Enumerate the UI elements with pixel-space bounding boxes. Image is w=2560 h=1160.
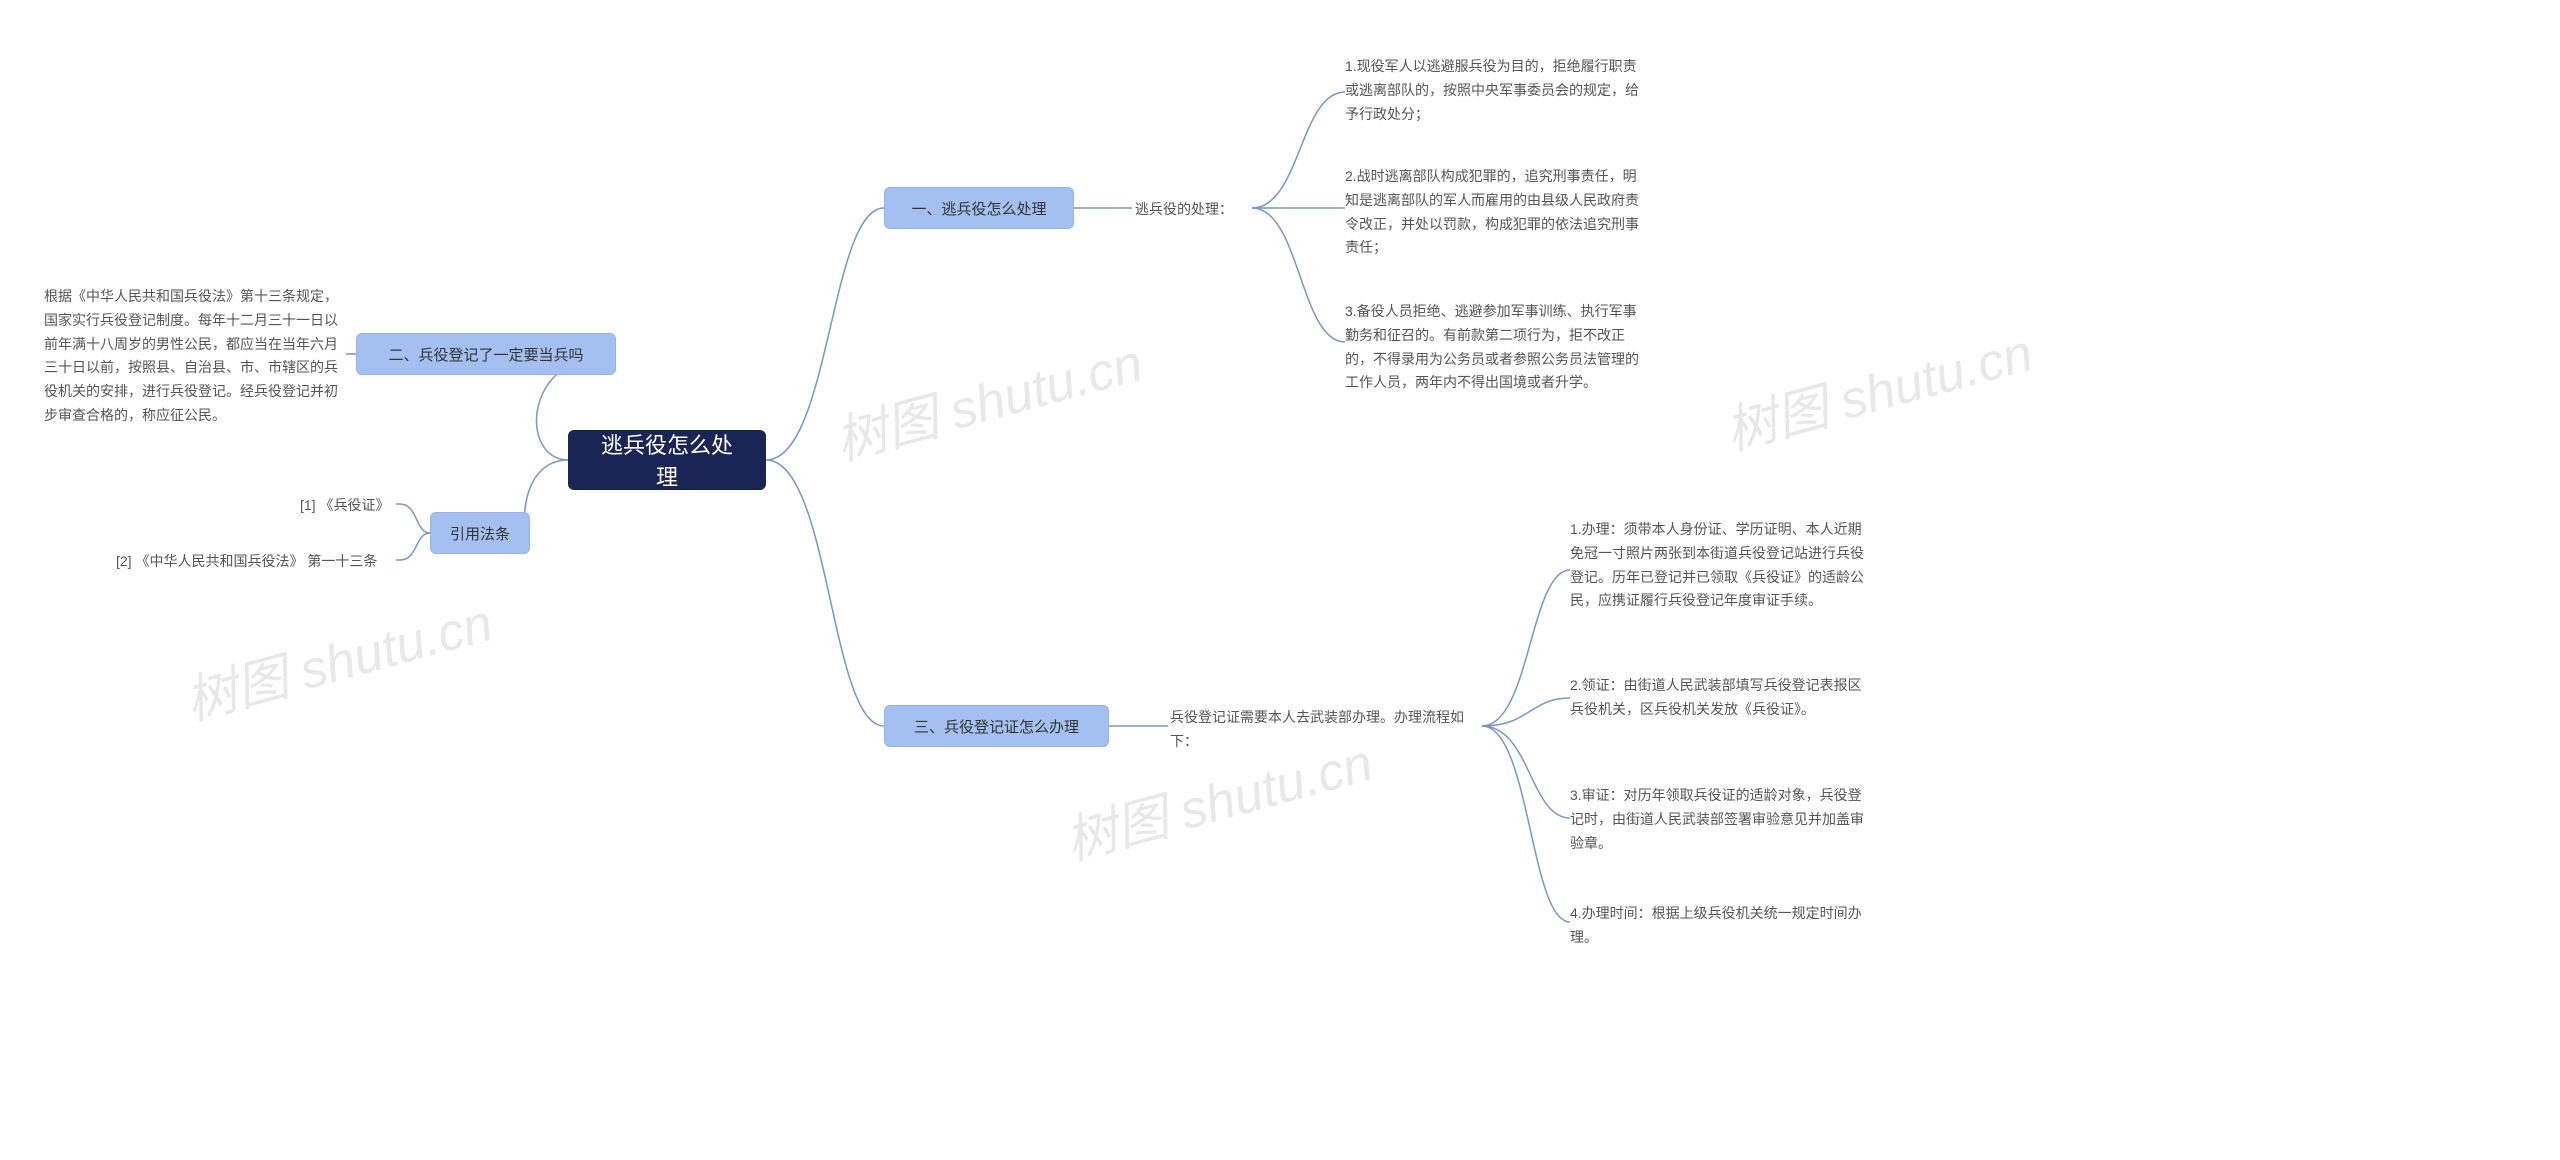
watermark: 树图 shutu.cn <box>1716 311 2040 465</box>
text-ref-1: [1] 《兵役证》 <box>300 494 389 518</box>
text-process-1: 1.现役军人以逃避服兵役为目的，拒绝履行职责或逃离部队的，按照中央军事委员会的规… <box>1345 55 1645 126</box>
text-process-intro: 逃兵役的处理： <box>1135 198 1233 222</box>
text-cert-4: 4.办理时间：根据上级兵役机关统一规定时间办理。 <box>1570 902 1870 950</box>
root-node[interactable]: 逃兵役怎么处理 <box>568 430 766 490</box>
text-cert-3: 3.审证：对历年领取兵役证的适龄对象，兵役登记时，由街道人民武装部签署审验意见并… <box>1570 784 1870 855</box>
text-cert-2: 2.领证：由街道人民武装部填写兵役登记表报区兵役机关，区兵役机关发放《兵役证》。 <box>1570 674 1870 722</box>
text-cert-1: 1.办理：须带本人身份证、学历证明、本人近期免冠一寸照片两张到本街道兵役登记站进… <box>1570 518 1870 613</box>
watermark: 树图 shutu.cn <box>826 321 1150 475</box>
text-process-2: 2.战时逃离部队构成犯罪的，追究刑事责任，明知是逃离部队的军人而雇用的由县级人民… <box>1345 165 1645 260</box>
connector-lines <box>0 0 2560 1160</box>
text-cert-intro: 兵役登记证需要本人去武装部办理。办理流程如下： <box>1170 706 1490 754</box>
text-registration: 根据《中华人民共和国兵役法》第十三条规定，国家实行兵役登记制度。每年十二月三十一… <box>44 285 344 428</box>
text-process-3: 3.备役人员拒绝、逃避参加军事训练、执行军事勤务和征召的。有前款第二项行为，拒不… <box>1345 300 1645 395</box>
node-section-2[interactable]: 二、兵役登记了一定要当兵吗 <box>356 333 616 375</box>
text-ref-2: [2] 《中华人民共和国兵役法》 第一十三条 <box>116 550 377 574</box>
node-references[interactable]: 引用法条 <box>430 512 530 554</box>
node-section-1[interactable]: 一、逃兵役怎么处理 <box>884 187 1074 229</box>
node-section-3[interactable]: 三、兵役登记证怎么办理 <box>884 705 1109 747</box>
watermark: 树图 shutu.cn <box>176 581 500 735</box>
